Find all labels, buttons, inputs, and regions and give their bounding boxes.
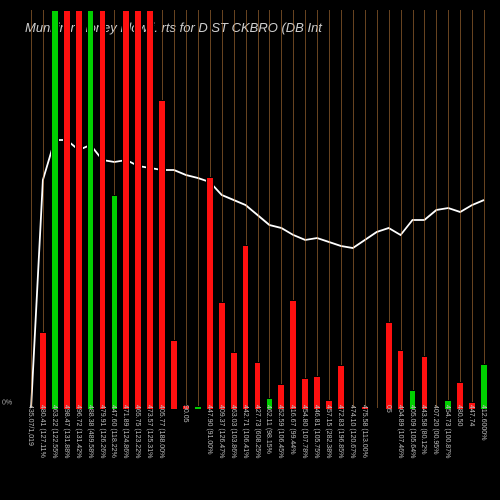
x-label: 471.89 (124.86% [122,405,129,458]
x-label: 473.57 (125.31% [146,405,153,458]
gridline [424,10,425,410]
x-label: 447.74 [468,405,475,426]
x-label: 407.20 (00.95% [432,405,439,454]
gridline [377,10,378,410]
x-label: 442.71 (106.41% [242,405,249,458]
gridline [186,10,187,410]
x-label: 463.03 (103.86% [230,405,237,458]
x-label: 454.73 (100.87% [444,405,451,458]
gridline [269,10,270,410]
bar [170,340,178,410]
x-label: 447.60 (118.22% [110,405,117,458]
gridline [281,10,282,410]
x-label: 457.15 (282.38% [325,405,332,458]
gridline [448,10,449,410]
x-label: 480.50 [456,405,463,426]
gridline [436,10,437,410]
bar [99,10,107,410]
x-label: 404.89 (107.46% [397,405,404,458]
bar [158,100,166,410]
bar [397,350,405,410]
bar [39,332,47,410]
bar [51,10,59,410]
money-flow-chart: Muni intra loney Flow i. rts for D ST CK… [0,0,500,500]
x-label: 475.58 (113.00% [361,405,368,458]
y-label: 0% [2,400,12,407]
bar [385,322,393,410]
bar [254,362,262,410]
bar [218,302,226,410]
bar [134,10,142,410]
bar [146,10,154,410]
gridline [460,10,461,410]
bar [421,356,429,410]
x-label: 412.6000% [480,405,487,440]
bar [63,10,71,410]
bar [242,245,250,410]
x-label: 474.10 (120.67% [349,405,356,458]
x-label: 446.81 (105.75% [313,405,320,458]
x-label: 496.72 (131.42% [75,405,82,458]
bar [230,352,238,410]
x-label: 498.47 (131.88% [63,405,70,458]
gridline [329,10,330,410]
gridline [341,10,342,410]
x-label: 462.11 (98.15% [265,405,272,454]
x-label: 90.05 [182,405,189,423]
bar [480,364,488,410]
gridline [305,10,306,410]
gridline [353,10,354,410]
bar [122,10,130,410]
bar [206,177,214,410]
gridline [484,10,485,410]
x-label: 405.09 (105.64% [409,405,416,458]
x-label: 454.80 (107.78% [301,405,308,458]
x-label: 416.67 (99.44% [289,405,296,454]
plot-area [25,10,490,410]
x-label: 479.91 (126.26% [99,405,106,458]
x-label: 480.41 (127.11% [39,405,46,458]
gridline [258,10,259,410]
gridline [234,10,235,410]
bar [337,365,345,410]
x-label: 405.77 (188.00% [158,405,165,458]
bar [111,195,119,410]
gridline [317,10,318,410]
gridline [365,10,366,410]
bar [87,10,95,410]
bar [75,10,83,410]
gridline [31,10,32,410]
x-label: 443.58 (80.12% [420,405,427,454]
gridline [198,10,199,410]
x-label: 465.75 (123.22% [134,405,141,458]
gridline [413,10,414,410]
x-label: 472.83 (196.85% [337,405,344,458]
x-label: 452.59 (106.45% [277,405,284,458]
bar [289,300,297,410]
x-axis-labels: 435.07/1,019480.41 (127.11%463.22 (122.5… [25,410,490,500]
x-label: 427.73 (608.25% [254,405,261,458]
x-label: 447.90 (91.00% [206,405,213,454]
x-label: 488.38 (489.58% [87,405,94,458]
x-label: 409.37 (126.47% [218,405,225,458]
x-label: 05 [385,405,392,413]
x-label: 435.07/1,019 [27,405,34,446]
gridline [472,10,473,410]
x-label: 463.22 (122.55% [51,405,58,458]
